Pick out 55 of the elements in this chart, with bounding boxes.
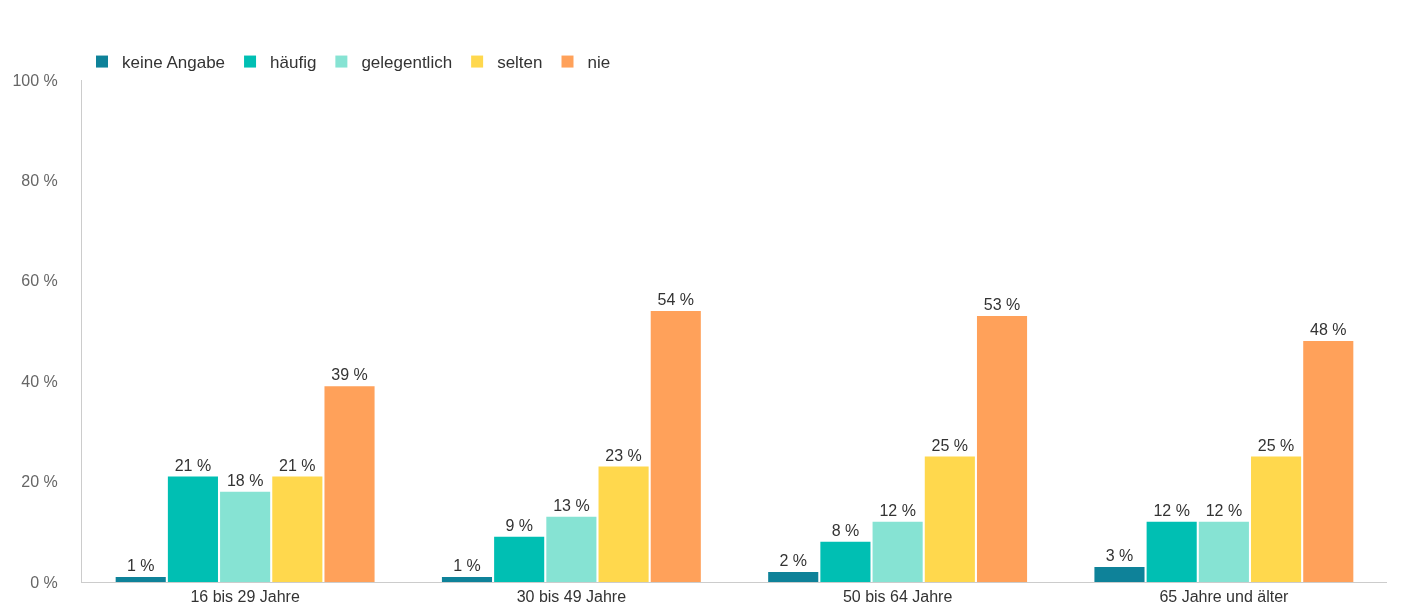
data-label: 48 % xyxy=(1310,321,1347,339)
bar xyxy=(1303,341,1354,582)
x-tick-label: 65 Jahre und älter xyxy=(1159,588,1290,606)
data-label: 12 % xyxy=(1153,501,1190,519)
bar xyxy=(220,491,271,582)
legend-label: selten xyxy=(497,53,543,73)
y-tick-label: 80 % xyxy=(21,172,58,189)
data-label: 1 % xyxy=(126,556,155,574)
legend-label: häufig xyxy=(270,53,317,73)
bar xyxy=(598,466,649,582)
data-label: 53 % xyxy=(983,295,1021,313)
bar xyxy=(976,315,1028,582)
data-label: 21 % xyxy=(279,456,316,474)
bar xyxy=(872,521,923,582)
bar xyxy=(924,456,975,582)
legend-label: keine Angabe xyxy=(122,53,226,73)
data-label: 2 % xyxy=(779,551,808,569)
bar xyxy=(650,310,701,582)
bar xyxy=(820,541,871,582)
bar xyxy=(167,476,218,582)
bar xyxy=(1146,521,1197,582)
data-label: 23 % xyxy=(605,446,642,464)
y-tick-label: 0 % xyxy=(30,573,58,591)
bar xyxy=(324,386,375,582)
y-tick-label: 60 % xyxy=(21,272,58,290)
legend-label: nie xyxy=(587,53,611,73)
bar xyxy=(1094,566,1145,582)
data-label: 25 % xyxy=(1257,436,1295,454)
bar xyxy=(546,516,597,582)
data-label: 54 % xyxy=(657,290,695,308)
data-label: 21 % xyxy=(174,456,212,474)
bar xyxy=(115,576,166,582)
data-label: 1 % xyxy=(453,556,481,574)
data-label: 39 % xyxy=(331,366,368,384)
bar xyxy=(272,476,323,582)
bar xyxy=(494,536,545,582)
x-tick-label: 16 bis 29 Jahre xyxy=(190,588,300,606)
x-tick-label: 50 bis 64 Jahre xyxy=(842,588,953,606)
data-label: 25 % xyxy=(931,436,969,454)
data-label: 8 % xyxy=(831,521,860,539)
x-tick-label: 30 bis 49 Jahre xyxy=(516,588,627,606)
legend-label: gelegentlich xyxy=(361,53,453,73)
y-tick-label: 40 % xyxy=(21,372,58,390)
data-label: 3 % xyxy=(1105,546,1134,564)
data-label: 18 % xyxy=(226,471,264,489)
y-tick-label: 20 % xyxy=(21,473,58,491)
bar xyxy=(1251,456,1302,582)
data-label: 12 % xyxy=(1205,501,1243,519)
data-label: 9 % xyxy=(505,516,533,534)
bar xyxy=(1198,521,1249,582)
bar xyxy=(768,571,819,582)
bar xyxy=(441,576,493,582)
y-tick-label: 100 % xyxy=(12,71,58,89)
data-label: 13 % xyxy=(553,496,590,514)
data-label: 12 % xyxy=(879,501,916,519)
